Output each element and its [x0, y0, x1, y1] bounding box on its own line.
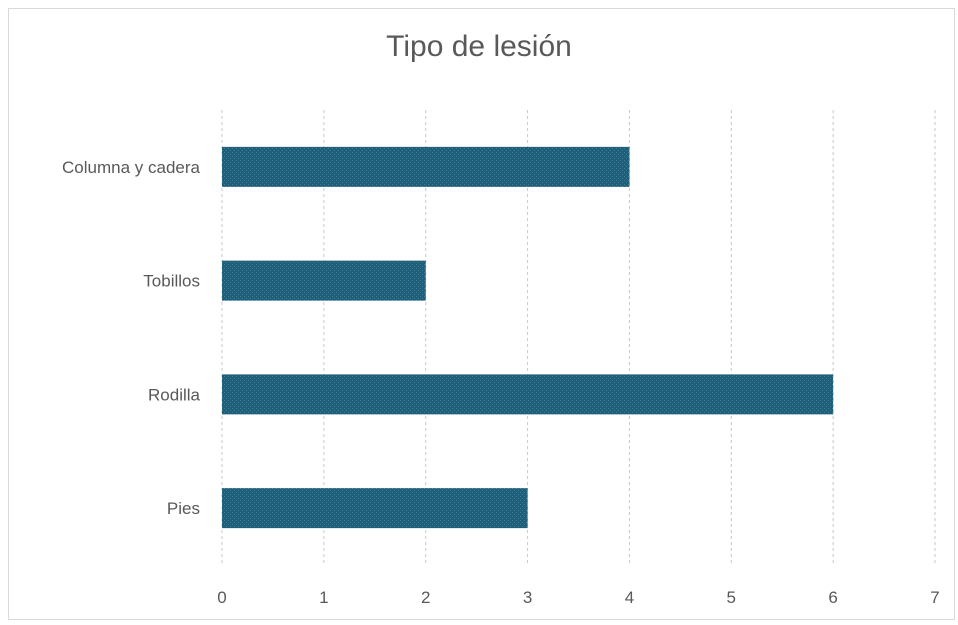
category-label: Columna y cadera: [62, 158, 201, 177]
bar-pies: [222, 488, 528, 529]
bar-tobillos: [222, 260, 426, 301]
x-tick-label: 6: [828, 588, 837, 607]
x-tick-label: 7: [930, 588, 939, 607]
category-label: Pies: [167, 499, 200, 518]
category-label: Rodilla: [148, 385, 201, 404]
x-tick-label: 5: [727, 588, 736, 607]
bar-rodilla: [222, 374, 834, 415]
chart-title: Tipo de lesión: [386, 30, 572, 63]
x-tick-label: 0: [217, 588, 226, 607]
bar-columna-y-cadera: [222, 146, 630, 187]
x-tick-label: 1: [319, 588, 328, 607]
x-tick-label: 2: [421, 588, 430, 607]
x-tick-label: 3: [523, 588, 532, 607]
category-label: Tobillos: [143, 272, 200, 291]
x-tick-label: 4: [625, 588, 634, 607]
